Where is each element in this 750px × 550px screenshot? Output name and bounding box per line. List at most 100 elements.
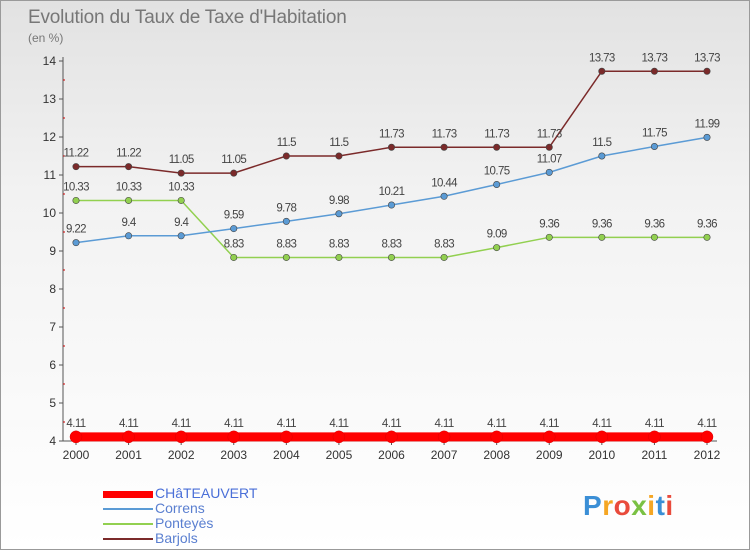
data-label: 4.11	[224, 418, 243, 430]
y-tick-label: 14	[43, 54, 57, 68]
data-label: 10.33	[168, 181, 194, 193]
data-label: 11.22	[116, 148, 141, 160]
data-label: 9.78	[276, 202, 296, 214]
data-point	[440, 192, 448, 200]
data-point	[125, 232, 133, 240]
legend-swatch	[103, 523, 153, 525]
data-point	[125, 196, 133, 204]
data-point	[72, 163, 80, 171]
x-tick-label: 2005	[326, 448, 353, 462]
data-point	[332, 430, 346, 444]
data-point	[493, 143, 501, 151]
x-tick-label: 2008	[483, 448, 510, 462]
data-point	[437, 430, 451, 444]
y-tick-label: 7	[49, 320, 56, 334]
data-point	[700, 430, 714, 444]
data-label: 4.11	[119, 418, 138, 430]
data-label: 9.36	[539, 218, 559, 230]
legend-label: Barjols	[155, 530, 198, 546]
data-point	[650, 233, 658, 241]
data-point	[545, 168, 553, 176]
chart-subtitle: (en %)	[28, 31, 64, 45]
y-tick-label: 11	[44, 168, 57, 182]
legend-swatch	[103, 490, 153, 498]
data-point	[230, 253, 238, 261]
y-tick-label: 5	[49, 396, 56, 410]
data-label: 11.73	[432, 128, 457, 140]
legend-swatch	[103, 508, 153, 510]
data-point	[177, 196, 185, 204]
data-point	[598, 233, 606, 241]
data-label: 8.83	[382, 238, 402, 250]
data-label: 10.33	[116, 181, 142, 193]
data-point	[174, 430, 188, 444]
data-label: 4.11	[487, 418, 506, 430]
data-point	[598, 67, 606, 75]
y-tick-label: 6	[49, 358, 56, 372]
data-label: 10.33	[63, 181, 89, 193]
legend-swatch	[103, 538, 153, 540]
legend-label: Correns	[155, 500, 205, 516]
data-point	[230, 225, 238, 233]
data-label: 8.83	[224, 238, 244, 250]
x-tick-label: 2001	[115, 448, 142, 462]
data-label: 4.11	[382, 418, 401, 430]
data-label: 11.5	[277, 137, 296, 149]
data-point	[387, 201, 395, 209]
data-label: 4.11	[277, 418, 296, 430]
data-label: 8.83	[329, 238, 349, 250]
data-label: 11.07	[537, 153, 562, 165]
data-label: 8.83	[276, 238, 296, 250]
data-point	[72, 196, 80, 204]
data-point	[387, 143, 395, 151]
x-tick-label: 2012	[694, 448, 721, 462]
data-label: 4.11	[172, 418, 191, 430]
data-label: 4.11	[697, 418, 716, 430]
data-point	[490, 430, 503, 444]
y-tick-label: 10	[43, 206, 57, 220]
data-label: 4.11	[540, 418, 559, 430]
data-label: 10.44	[431, 177, 458, 189]
data-label: 13.73	[589, 52, 615, 64]
data-label: 11.99	[695, 118, 720, 130]
data-point	[545, 143, 553, 151]
data-point	[440, 253, 448, 261]
data-point	[230, 169, 238, 177]
data-label: 4.11	[329, 418, 348, 430]
data-label: 11.75	[642, 128, 667, 140]
data-point	[125, 163, 133, 171]
data-point	[543, 430, 556, 444]
data-point	[650, 67, 658, 75]
y-tick-label: 8	[49, 282, 56, 296]
x-tick-label: 2000	[63, 448, 90, 462]
data-label: 11.05	[221, 154, 246, 166]
data-label: 4.11	[645, 418, 664, 430]
data-label: 10.21	[379, 186, 405, 198]
data-label: 9.22	[66, 224, 86, 236]
x-tick-label: 2004	[273, 448, 300, 462]
data-point	[385, 430, 398, 444]
data-label: 9.09	[487, 229, 507, 241]
x-tick-label: 2003	[220, 448, 247, 462]
data-point	[493, 244, 501, 252]
data-point	[227, 430, 240, 444]
x-tick-label: 2009	[536, 448, 563, 462]
y-tick-label: 13	[43, 92, 57, 106]
data-point	[122, 430, 135, 444]
data-label: 9.4	[121, 217, 136, 229]
data-point	[280, 430, 293, 444]
proxiti-logo: Proxiti	[583, 490, 674, 521]
data-point	[335, 210, 343, 218]
data-point	[545, 233, 553, 241]
y-tick-label: 4	[49, 434, 56, 448]
data-label: 9.98	[329, 195, 349, 207]
chart-title: Evolution du Taux de Taxe d'Habitation	[28, 7, 347, 28]
data-label: 13.73	[694, 52, 720, 64]
x-tick-label: 2002	[168, 448, 195, 462]
data-point	[598, 152, 606, 160]
data-point	[177, 232, 185, 240]
data-point	[440, 143, 448, 151]
data-label: 11.5	[329, 137, 348, 149]
data-label: 11.73	[537, 128, 562, 140]
